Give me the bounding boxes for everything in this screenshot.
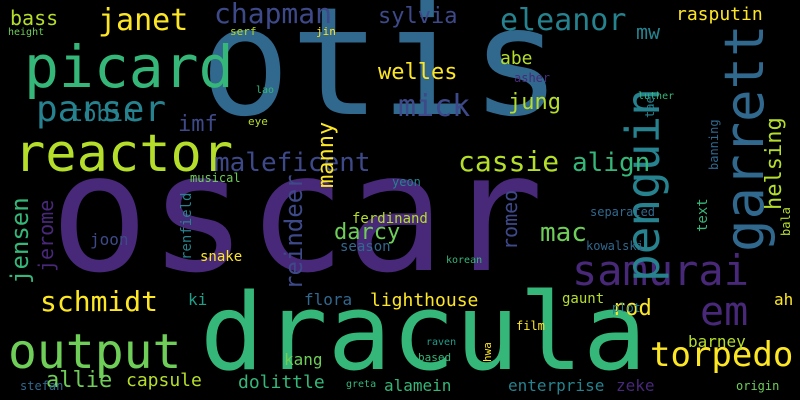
word: bass: [10, 6, 59, 30]
word: sylvia: [378, 4, 458, 29]
word: plot: [612, 301, 641, 315]
word: romeo: [498, 189, 522, 250]
word: rasputin: [676, 4, 763, 25]
word: reactor: [14, 124, 234, 184]
word: musical: [190, 171, 241, 185]
word: greta: [346, 379, 377, 390]
word: season: [340, 239, 391, 255]
word: jensen: [6, 197, 34, 284]
word: kowalski: [586, 239, 644, 253]
word: darcy: [334, 220, 401, 245]
word: lighthouse: [370, 290, 479, 311]
word: cassie: [458, 145, 560, 178]
word: banning: [707, 119, 721, 170]
word: korean: [446, 255, 483, 266]
word: dracula: [200, 271, 647, 394]
word: eye: [248, 115, 268, 128]
word: abe: [500, 48, 533, 69]
word: bala: [779, 207, 793, 236]
word: maleficent: [214, 148, 371, 178]
word: mac: [540, 218, 587, 248]
word: jerome: [34, 199, 58, 272]
word: tobin: [70, 102, 137, 127]
word: manny: [314, 121, 339, 188]
word: align: [572, 148, 651, 178]
word: helsing: [762, 117, 787, 210]
word: tae: [643, 96, 657, 118]
word: chapman: [214, 0, 333, 30]
word: zeke: [616, 376, 655, 395]
word: enterprise: [508, 376, 605, 395]
word: ah: [774, 290, 794, 309]
word: picard: [24, 33, 234, 101]
word: joon: [90, 230, 129, 249]
word: parser: [36, 89, 167, 130]
word: schmidt: [40, 285, 159, 318]
word: otis: [200, 0, 562, 150]
word: welles: [378, 60, 458, 85]
word: alamein: [384, 376, 452, 395]
word: mick: [398, 89, 471, 124]
word: samurai: [572, 246, 750, 295]
word: dolittle: [238, 372, 325, 393]
word: luther: [638, 91, 675, 102]
word: height: [8, 27, 45, 38]
word: reindeer: [280, 174, 308, 290]
word: rod: [612, 296, 652, 321]
word: ferdinand: [352, 211, 428, 227]
word: oscar: [50, 118, 544, 309]
word: lao: [256, 85, 275, 96]
word: torpedo: [650, 335, 794, 375]
word: capsule: [126, 370, 202, 391]
word: film: [516, 319, 545, 333]
word: snake: [200, 249, 243, 265]
word: janet: [98, 3, 189, 38]
word: em: [700, 289, 749, 335]
word: allie: [46, 368, 113, 393]
word: yeon: [392, 175, 421, 189]
word: imf: [178, 112, 218, 137]
word: gaunt: [562, 291, 605, 307]
word: ki: [188, 290, 208, 309]
word: text: [695, 198, 711, 232]
word: hwa: [481, 342, 494, 362]
word: kang: [284, 350, 323, 369]
word: serf: [230, 25, 257, 38]
word: raven: [426, 337, 457, 348]
word: origin: [736, 379, 780, 393]
word: jin: [316, 25, 336, 38]
word: stefan: [20, 379, 64, 393]
word: eleanor: [500, 3, 627, 38]
word: separated: [590, 205, 656, 219]
word: based: [418, 351, 452, 364]
word: renfield: [179, 192, 195, 260]
word: barney: [688, 332, 746, 351]
word: mw: [636, 20, 661, 44]
word: flora: [304, 290, 353, 309]
word: jung: [508, 90, 561, 115]
word: asher: [514, 71, 551, 85]
word: output: [8, 324, 182, 380]
